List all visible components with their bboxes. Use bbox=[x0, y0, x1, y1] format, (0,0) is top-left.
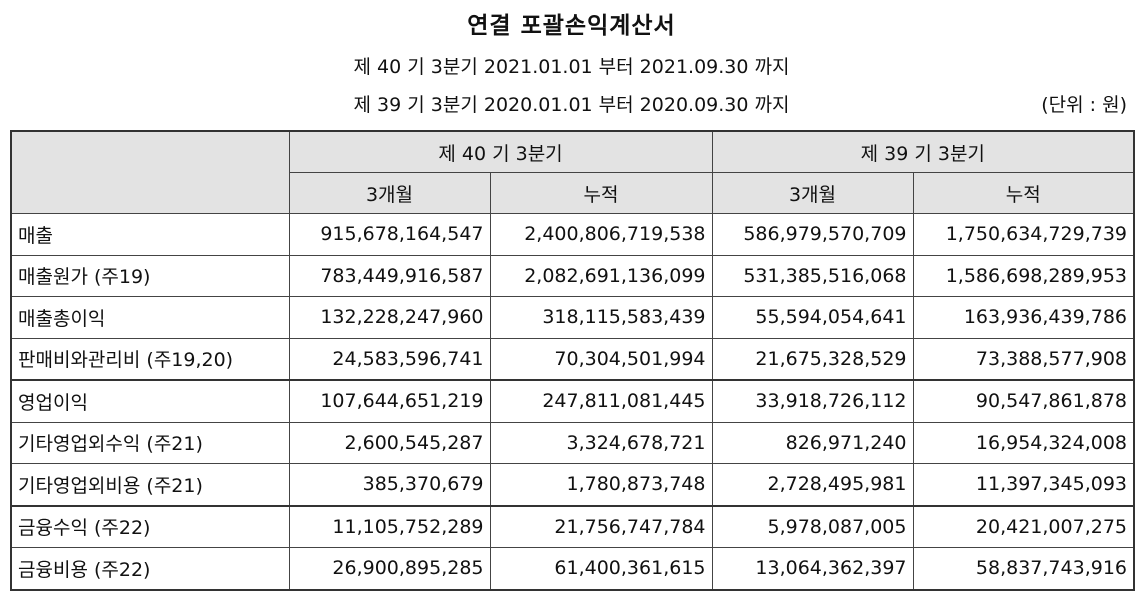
row-label: 판매비와관리비 (주19,20) bbox=[10, 337, 290, 381]
value-prior-cumulative: 163,936,439,786 bbox=[912, 296, 1135, 339]
table-row-sga: 판매비와관리비 (주19,20) 24,583,596,741 70,304,5… bbox=[10, 337, 1135, 381]
value-current-3months: 11,105,752,289 bbox=[288, 504, 491, 548]
prior-period-range: 제 39 기 3분기 2020.01.01 부터 2020.09.30 까지 bbox=[353, 94, 790, 116]
value-prior-3months: 586,979,570,709 bbox=[711, 213, 914, 256]
table-row-operating-income: 영업이익 107,644,651,219 247,811,081,445 33,… bbox=[10, 379, 1135, 423]
value-prior-cumulative: 73,388,577,908 bbox=[912, 337, 1135, 381]
table-row-finance-cost: 금융비용 (주22) 26,900,895,285 61,400,361,615… bbox=[10, 547, 1135, 590]
value-prior-3months: 2,728,495,981 bbox=[711, 463, 914, 506]
value-prior-3months: 826,971,240 bbox=[711, 421, 914, 464]
value-current-3months: 107,644,651,219 bbox=[288, 379, 491, 423]
row-label: 매출총이익 bbox=[10, 296, 290, 339]
header-prior-cumulative: 누적 bbox=[912, 172, 1135, 214]
value-current-cumulative: 247,811,081,445 bbox=[489, 379, 713, 423]
value-current-cumulative: 61,400,361,615 bbox=[489, 547, 713, 590]
value-current-3months: 783,449,916,587 bbox=[288, 254, 491, 297]
value-current-3months: 132,228,247,960 bbox=[288, 296, 491, 339]
header-prior-3months: 3개월 bbox=[711, 172, 914, 214]
value-current-cumulative: 2,082,691,136,099 bbox=[489, 254, 713, 297]
value-prior-cumulative: 16,954,324,008 bbox=[912, 421, 1135, 464]
table-row-revenue: 매출 915,678,164,547 2,400,806,719,538 586… bbox=[10, 213, 1135, 256]
value-prior-cumulative: 11,397,345,093 bbox=[912, 463, 1135, 506]
row-label: 기타영업외비용 (주21) bbox=[10, 463, 290, 506]
value-current-3months: 915,678,164,547 bbox=[288, 213, 491, 256]
row-label: 기타영업외수익 (주21) bbox=[10, 421, 290, 464]
row-label: 금융수익 (주22) bbox=[10, 504, 290, 548]
table-row-cost-of-sales: 매출원가 (주19) 783,449,916,587 2,082,691,136… bbox=[10, 254, 1135, 297]
value-prior-cumulative: 58,837,743,916 bbox=[912, 547, 1135, 590]
row-label: 영업이익 bbox=[10, 379, 290, 423]
value-prior-3months: 5,978,087,005 bbox=[711, 504, 914, 548]
value-current-3months: 385,370,679 bbox=[288, 463, 491, 506]
value-current-cumulative: 70,304,501,994 bbox=[489, 337, 713, 381]
value-current-cumulative: 21,756,747,784 bbox=[489, 504, 713, 548]
value-current-3months: 24,583,596,741 bbox=[288, 337, 491, 381]
row-label: 매출 bbox=[10, 213, 290, 256]
value-prior-3months: 55,594,054,641 bbox=[711, 296, 914, 339]
value-prior-cumulative: 1,750,634,729,739 bbox=[912, 213, 1135, 256]
header-row-period: 제 40 기 3분기 제 39 기 3분기 bbox=[10, 130, 1135, 214]
row-label: 금융비용 (주22) bbox=[10, 547, 290, 590]
income-statement-table: 제 40 기 3분기 제 39 기 3분기 3개월 누적 3개월 누적 매출 9… bbox=[10, 130, 1135, 591]
value-current-cumulative: 3,324,678,721 bbox=[489, 421, 713, 464]
row-label: 매출원가 (주19) bbox=[10, 254, 290, 297]
value-prior-cumulative: 90,547,861,878 bbox=[912, 379, 1135, 423]
value-prior-cumulative: 1,586,698,289,953 bbox=[912, 254, 1135, 297]
table-row-gross-profit: 매출총이익 132,228,247,960 318,115,583,439 55… bbox=[10, 296, 1135, 339]
table-row-other-non-operating-expense: 기타영업외비용 (주21) 385,370,679 1,780,873,748 … bbox=[10, 463, 1135, 506]
value-prior-3months: 21,675,328,529 bbox=[711, 337, 914, 381]
header-current-cumulative: 누적 bbox=[489, 172, 713, 214]
value-prior-3months: 33,918,726,112 bbox=[711, 379, 914, 423]
current-period-range: 제 40 기 3분기 2021.01.01 부터 2021.09.30 까지 bbox=[353, 56, 790, 78]
table-row-finance-income: 금융수익 (주22) 11,105,752,289 21,756,747,784… bbox=[10, 504, 1135, 548]
value-current-3months: 26,900,895,285 bbox=[288, 547, 491, 590]
statement-title: 연결 포괄손익계산서 bbox=[467, 13, 676, 39]
header-prior-period: 제 39 기 3분기 bbox=[711, 130, 1135, 173]
value-prior-3months: 13,064,362,397 bbox=[711, 547, 914, 590]
header-row-sub: 3개월 누적 3개월 누적 bbox=[11, 172, 1135, 214]
header-corner-cell bbox=[10, 130, 290, 214]
unit-label: (단위 : 원) bbox=[1041, 94, 1127, 116]
value-prior-3months: 531,385,516,068 bbox=[711, 254, 914, 297]
value-current-3months: 2,600,545,287 bbox=[288, 421, 491, 464]
table-row-other-non-operating-income: 기타영업외수익 (주21) 2,600,545,287 3,324,678,72… bbox=[10, 421, 1135, 464]
header-current-period: 제 40 기 3분기 bbox=[288, 130, 713, 173]
value-current-cumulative: 318,115,583,439 bbox=[489, 296, 713, 339]
value-current-cumulative: 1,780,873,748 bbox=[489, 463, 713, 506]
value-current-cumulative: 2,400,806,719,538 bbox=[489, 213, 713, 256]
header-current-3months: 3개월 bbox=[288, 172, 491, 214]
value-prior-cumulative: 20,421,007,275 bbox=[912, 504, 1135, 548]
